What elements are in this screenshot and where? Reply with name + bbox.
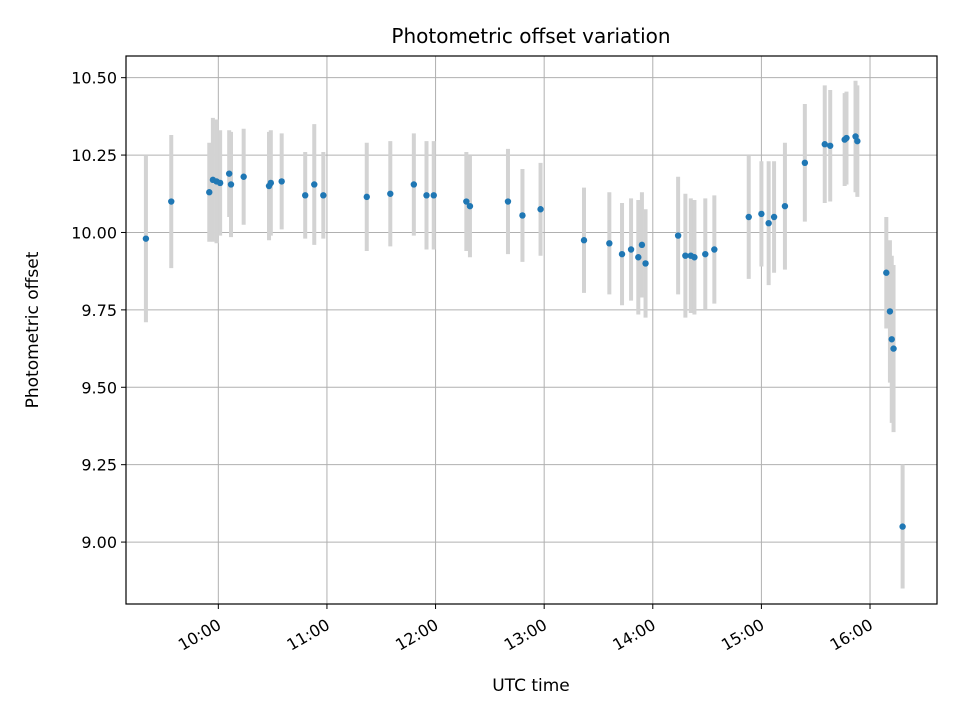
data-point [843,134,850,142]
data-point [216,179,224,187]
plot-area-frame [125,55,938,605]
data-point [770,213,778,221]
x-tick-label: 13:00 [501,615,550,655]
data-point [363,193,370,201]
x-tick-label: 15:00 [718,615,767,655]
y-tick-label: 9.75 [81,301,117,320]
data-point [745,213,752,221]
data-point [423,192,430,199]
data-point [278,178,285,185]
data-point [899,523,906,530]
data-point [606,240,613,247]
data-point [883,269,890,276]
data-point [430,192,437,199]
x-tick-label: 14:00 [609,615,658,655]
data-point [702,250,709,258]
y-axis-ticks: 9.00 9.25 9.50 9.75 10.00 10.25 10.50 [71,69,126,552]
data-point [854,137,861,145]
data-point [168,198,175,205]
data-point [410,181,418,188]
data-point [267,179,275,187]
data-point [463,198,470,205]
data-point [466,202,474,210]
data-point [618,250,626,258]
data-point [580,237,588,244]
errorbar-layer [143,80,905,589]
x-tick-label: 16:00 [827,615,876,655]
data-point [682,252,689,259]
data-point [302,192,309,199]
y-axis-title: Photometric offset [23,251,43,408]
data-point [886,308,894,315]
data-point [758,210,765,218]
x-tick-label: 11:00 [284,615,333,655]
data-point [320,192,327,199]
y-tick-label: 10.50 [71,69,117,88]
y-tick-label: 9.50 [81,378,117,397]
x-axis-ticks: 10:00 11:00 12:00 13:00 14:00 15:00 16:00 [175,604,876,655]
data-point [642,260,649,267]
data-point [821,141,828,148]
data-point [504,198,512,205]
data-point [781,202,789,210]
y-tick-label: 10.25 [71,146,117,165]
data-point [638,241,646,249]
data-point [225,170,233,177]
data-point [711,246,718,253]
data-point [674,232,682,239]
grid-layer [126,56,937,604]
data-point [635,254,642,261]
data-point [627,246,635,253]
data-point [801,159,809,167]
data-point [240,173,247,180]
marker-layer [142,133,906,530]
data-point [691,254,698,261]
x-axis-title: UTC time [492,676,570,696]
data-point [890,345,897,352]
y-tick-label: 9.00 [81,533,117,552]
data-point [387,190,394,197]
y-tick-label: 10.00 [71,223,117,242]
x-tick-label: 10:00 [175,615,224,655]
data-point [311,181,318,188]
data-point [142,235,150,242]
x-tick-label: 12:00 [392,615,441,655]
data-point [888,336,895,343]
data-point [537,206,544,213]
y-tick-label: 9.25 [81,456,117,475]
data-point [765,219,772,227]
data-point [206,189,213,196]
data-point [227,181,235,188]
chart-title: Photometric offset variation [391,24,670,48]
data-point [519,212,526,219]
data-point [826,142,834,149]
